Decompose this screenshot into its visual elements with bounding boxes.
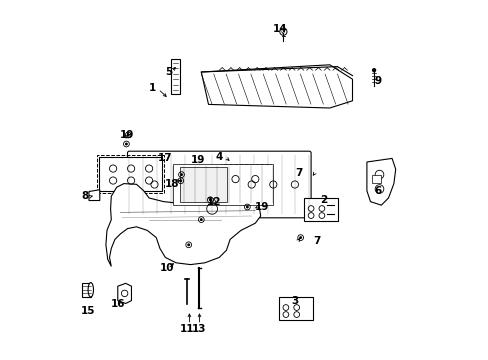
Polygon shape xyxy=(366,158,395,205)
Circle shape xyxy=(299,236,302,239)
Text: 3: 3 xyxy=(291,296,298,306)
Text: 9: 9 xyxy=(373,76,381,86)
Text: 13: 13 xyxy=(192,324,206,334)
Text: 17: 17 xyxy=(158,153,172,163)
Polygon shape xyxy=(89,190,100,201)
Bar xyxy=(99,157,162,191)
Text: 10: 10 xyxy=(160,263,174,273)
Text: 8: 8 xyxy=(81,191,89,201)
Circle shape xyxy=(125,143,127,145)
Bar xyxy=(97,155,163,193)
Text: 6: 6 xyxy=(373,186,381,196)
Bar xyxy=(179,167,226,202)
Text: 12: 12 xyxy=(206,197,221,207)
Bar xyxy=(371,175,381,183)
Circle shape xyxy=(208,198,211,201)
Text: 19: 19 xyxy=(120,130,134,140)
Text: 19: 19 xyxy=(190,155,204,165)
Circle shape xyxy=(187,243,190,246)
Text: 5: 5 xyxy=(165,67,172,77)
Text: 1: 1 xyxy=(149,83,156,93)
Text: 2: 2 xyxy=(320,195,326,205)
Text: 11: 11 xyxy=(179,324,194,334)
Bar xyxy=(81,283,91,297)
Text: 7: 7 xyxy=(312,236,320,246)
FancyBboxPatch shape xyxy=(303,198,337,221)
Text: 4: 4 xyxy=(215,152,223,162)
Circle shape xyxy=(126,134,129,136)
Text: 15: 15 xyxy=(81,306,95,316)
Ellipse shape xyxy=(88,283,93,297)
Bar xyxy=(170,59,179,94)
FancyBboxPatch shape xyxy=(127,151,310,218)
Polygon shape xyxy=(201,65,352,108)
Circle shape xyxy=(245,206,248,208)
Polygon shape xyxy=(118,283,131,303)
Text: 16: 16 xyxy=(111,299,125,309)
Circle shape xyxy=(371,68,375,72)
Circle shape xyxy=(180,173,183,176)
Bar xyxy=(223,166,269,193)
Text: 18: 18 xyxy=(165,179,180,189)
Bar xyxy=(221,164,271,194)
Polygon shape xyxy=(106,184,260,266)
Circle shape xyxy=(179,179,182,182)
Text: 19: 19 xyxy=(255,202,269,212)
Bar xyxy=(172,164,273,205)
FancyBboxPatch shape xyxy=(278,297,312,320)
Text: 14: 14 xyxy=(273,24,287,34)
Circle shape xyxy=(200,218,203,221)
Text: 7: 7 xyxy=(294,168,302,178)
